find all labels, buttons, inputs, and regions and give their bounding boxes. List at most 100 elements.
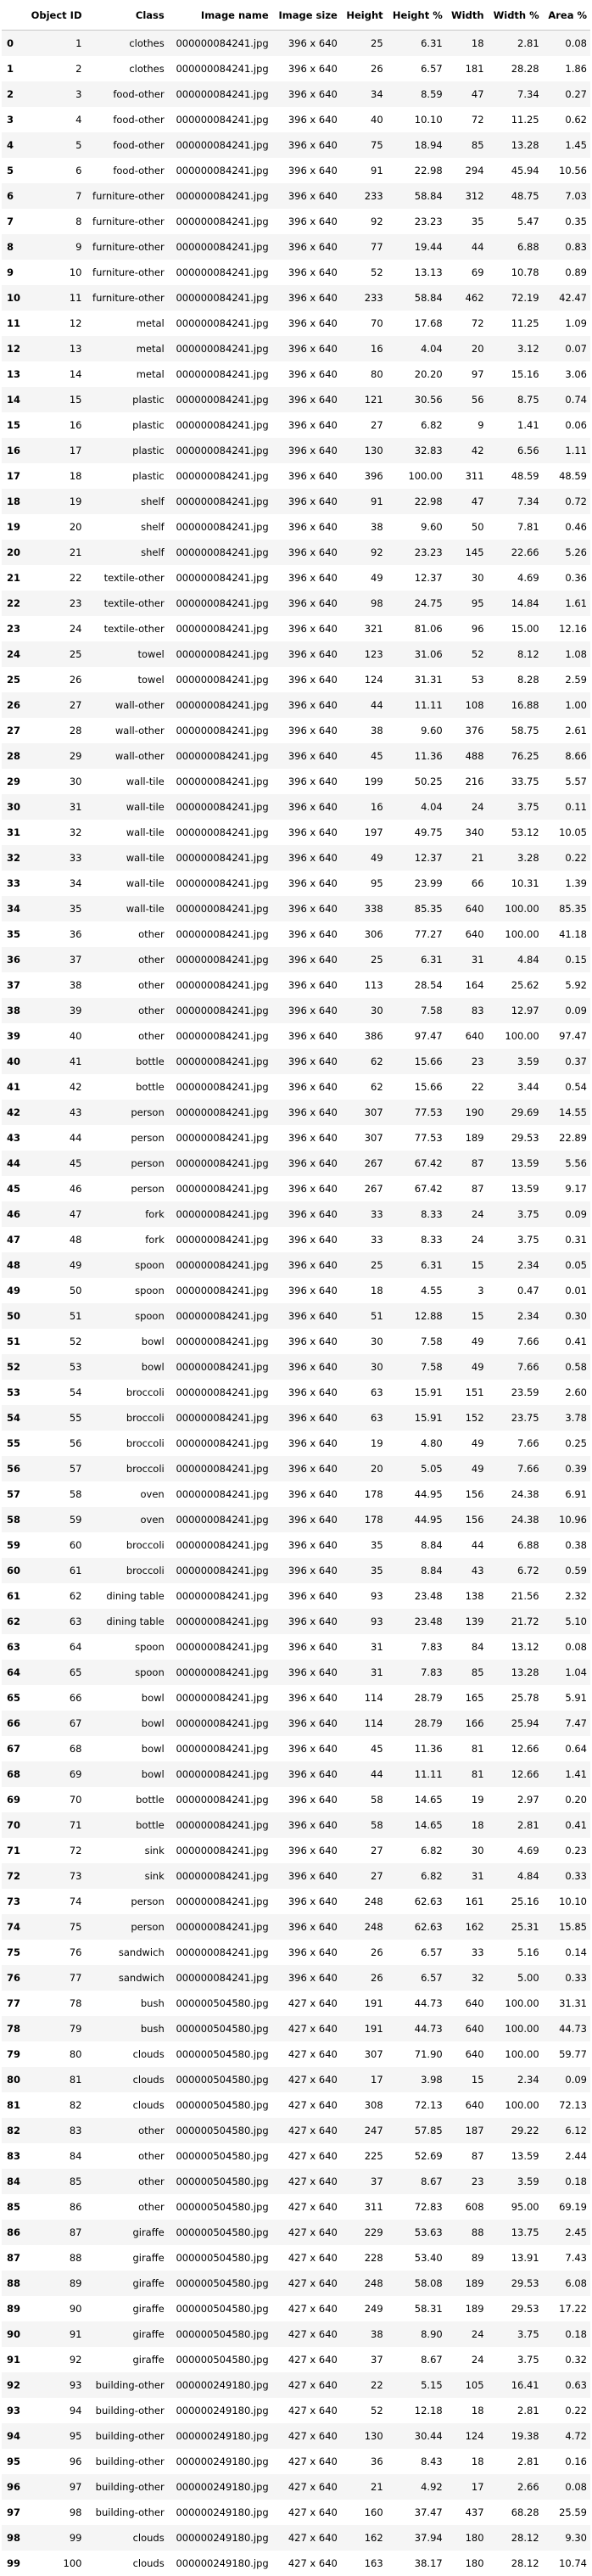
table-cell: 6.82 <box>387 1863 446 1889</box>
row-index: 73 <box>2 1889 25 1914</box>
table-cell: 145 <box>446 540 488 565</box>
table-cell: person <box>86 1889 168 1914</box>
table-cell: 81 <box>446 1736 488 1761</box>
table-cell: 47 <box>446 489 488 514</box>
table-cell: 24 <box>25 616 85 641</box>
row-index: 27 <box>2 718 25 743</box>
table-cell: 8.84 <box>387 1558 446 1583</box>
table-cell: 000000084241.jpg <box>168 1380 272 1405</box>
table-cell: 13.91 <box>488 2245 543 2271</box>
table-cell: clouds <box>86 2041 168 2067</box>
table-cell: 396 x 640 <box>272 896 341 921</box>
table-cell: 11.11 <box>387 1761 446 1787</box>
table-cell: 396 x 640 <box>272 1609 341 1634</box>
table-cell: 000000084241.jpg <box>168 1660 272 1685</box>
table-cell: 1.86 <box>543 56 590 81</box>
table-cell: 5.91 <box>543 1685 590 1711</box>
table-cell: 0.32 <box>543 2347 590 2372</box>
table-cell: 11 <box>25 285 85 311</box>
table-cell: 23.99 <box>387 871 446 896</box>
table-cell: 43 <box>446 1558 488 1583</box>
table-cell: 427 x 640 <box>272 2551 341 2576</box>
table-cell: 47 <box>446 81 488 107</box>
table-cell: sandwich <box>86 1940 168 1965</box>
table-cell: towel <box>86 667 168 692</box>
table-cell: 24 <box>446 2347 488 2372</box>
row-index: 75 <box>2 1940 25 1965</box>
table-cell: 3.75 <box>488 2321 543 2347</box>
table-cell: 000000084241.jpg <box>168 1227 272 1252</box>
table-cell: 30.56 <box>387 387 446 412</box>
table-cell: fork <box>86 1227 168 1252</box>
row-index: 90 <box>2 2321 25 2347</box>
table-cell: 13.59 <box>488 1151 543 1176</box>
table-cell: 130 <box>341 438 387 463</box>
table-cell: 22.98 <box>387 158 446 183</box>
table-cell: 48 <box>25 1227 85 1252</box>
table-cell: 38.17 <box>387 2551 446 2576</box>
table-cell: 24.75 <box>387 591 446 616</box>
table-cell: 25.16 <box>488 1889 543 1914</box>
table-cell: 396 x 640 <box>272 1863 341 1889</box>
table-cell: 4.92 <box>387 2474 446 2500</box>
table-cell: 39 <box>25 998 85 1023</box>
table-cell: 9 <box>25 234 85 260</box>
table-cell: 24.38 <box>488 1507 543 1532</box>
table-cell: 3.44 <box>488 1074 543 1100</box>
table-cell: 58.84 <box>387 183 446 209</box>
table-cell: 3.75 <box>488 2347 543 2372</box>
table-cell: 42 <box>446 438 488 463</box>
table-cell: 45 <box>341 1736 387 1761</box>
table-cell: 113 <box>341 972 387 998</box>
table-cell: 80 <box>25 2041 85 2067</box>
table-cell: 2.81 <box>488 2398 543 2423</box>
table-cell: 17 <box>25 438 85 463</box>
column-header: Class <box>86 0 168 31</box>
table-cell: 99 <box>25 2525 85 2551</box>
row-index: 51 <box>2 1329 25 1354</box>
table-cell: 35 <box>341 1532 387 1558</box>
table-cell: clouds <box>86 2067 168 2092</box>
table-cell: 87 <box>446 1176 488 1201</box>
row-index: 45 <box>2 1176 25 1201</box>
table-cell: 86 <box>25 2194 85 2220</box>
table-cell: 25.94 <box>488 1711 543 1736</box>
table-cell: 640 <box>446 896 488 921</box>
table-cell: 26 <box>25 667 85 692</box>
table-cell: 000000084241.jpg <box>168 1201 272 1227</box>
table-cell: 62.63 <box>387 1889 446 1914</box>
table-cell: plastic <box>86 438 168 463</box>
table-cell: 1.61 <box>543 591 590 616</box>
table-cell: 15.85 <box>543 1914 590 1940</box>
table-cell: 000000249180.jpg <box>168 2372 272 2398</box>
table-cell: giraffe <box>86 2321 168 2347</box>
table-cell: 15 <box>25 387 85 412</box>
table-cell: 396 x 640 <box>272 1940 341 1965</box>
table-cell: 7.66 <box>488 1354 543 1380</box>
row-index: 31 <box>2 820 25 845</box>
table-cell: 396 x 640 <box>272 1761 341 1787</box>
table-cell: 33 <box>341 1201 387 1227</box>
table-cell: 396 x 640 <box>272 1787 341 1812</box>
table-cell: 000000084241.jpg <box>168 412 272 438</box>
table-cell: 20.20 <box>387 361 446 387</box>
table-cell: 8.66 <box>543 743 590 769</box>
row-index: 17 <box>2 463 25 489</box>
table-cell: 640 <box>446 2016 488 2041</box>
table-cell: giraffe <box>86 2347 168 2372</box>
table-cell: 105 <box>446 2372 488 2398</box>
table-cell: 2.81 <box>488 1812 543 1838</box>
table-cell: 40 <box>25 1023 85 1049</box>
table-cell: 41.18 <box>543 921 590 947</box>
table-cell: 0.31 <box>543 1227 590 1252</box>
